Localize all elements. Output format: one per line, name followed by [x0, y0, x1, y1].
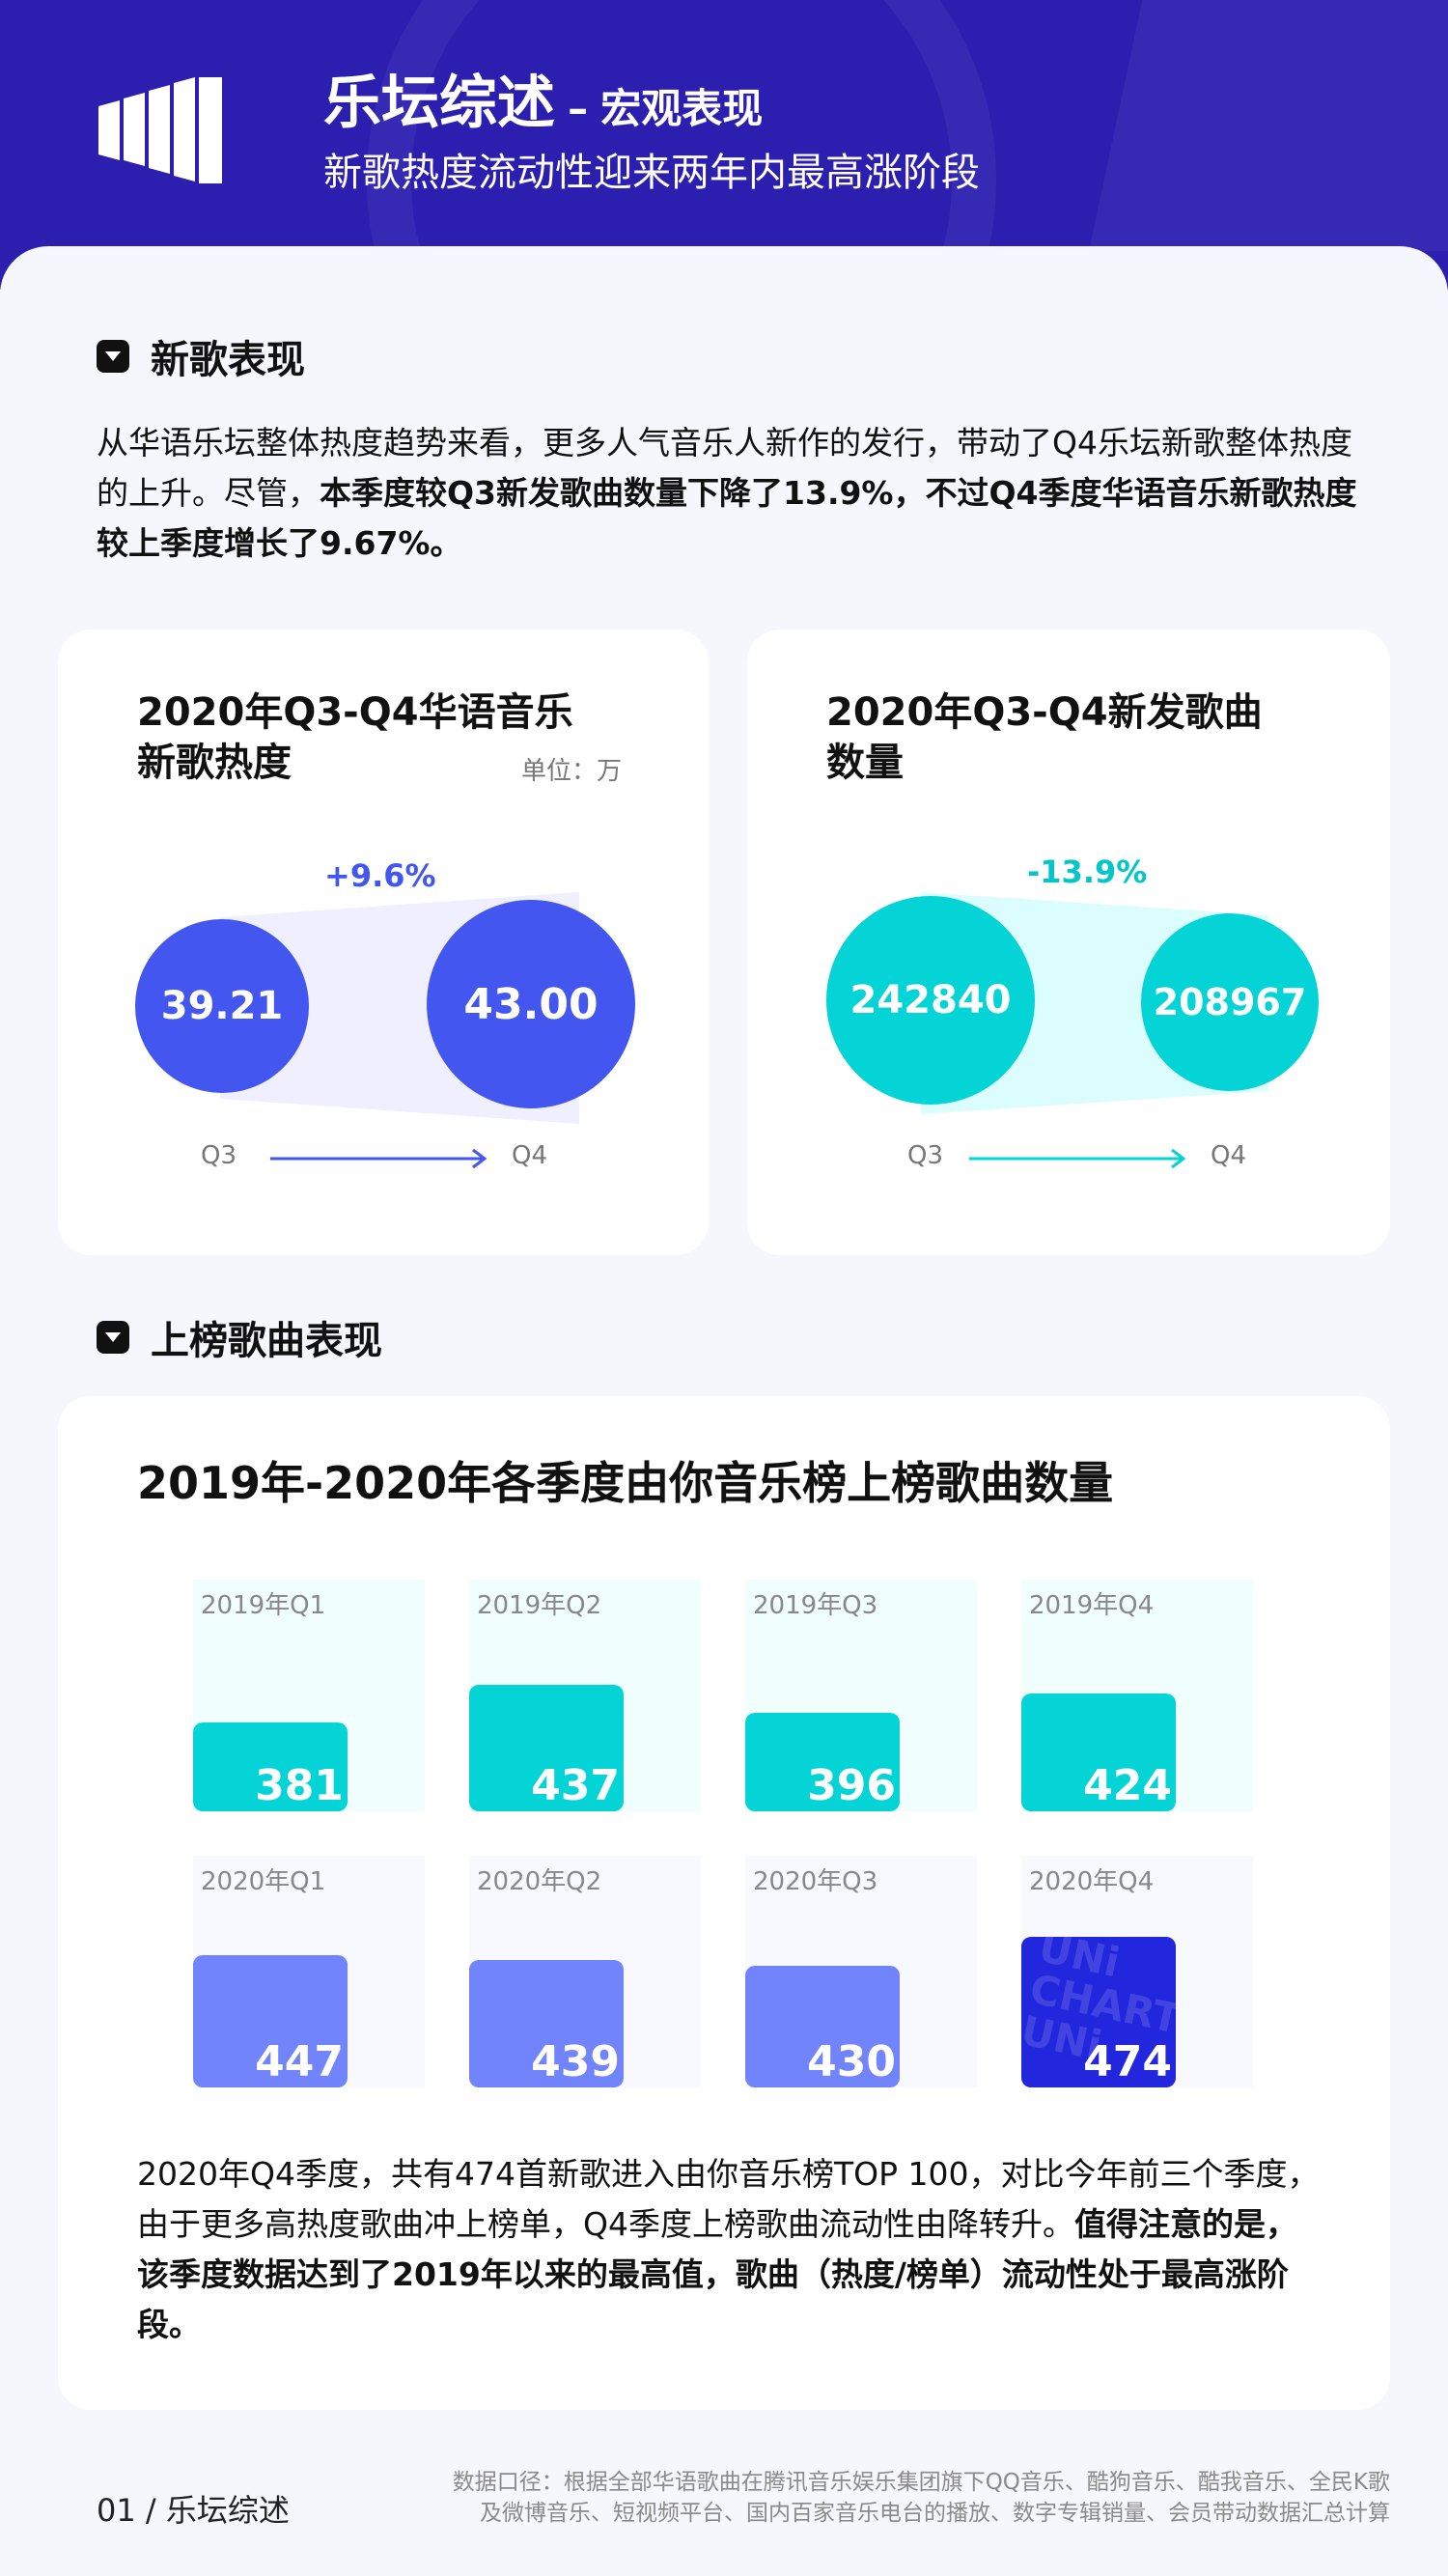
section-heading-label: 上榜歌曲表现: [151, 1319, 382, 1363]
chart-category-label: 2019年Q1: [201, 1591, 326, 1620]
chart-data-label: 396: [807, 1761, 896, 1810]
new-song-heat-title-line1: 2020年Q3-Q4华语音乐: [137, 690, 573, 735]
new-song-heat-title: 2020年Q3-Q4华语音乐 新歌热度: [137, 687, 573, 788]
section2-paragraph: 2020年Q4季度，共有474首新歌进入由你音乐榜TOP 100，对比今年前三个…: [137, 2149, 1323, 2350]
chart-tile: 2020年Q4 UNi CHART UNi 474: [1021, 1856, 1253, 2087]
chart-tile: 2020年Q3 430: [745, 1856, 977, 2087]
unit-label: 单位：万: [521, 757, 623, 786]
chart-bar: 430: [745, 1966, 900, 2087]
new-release-count-card: 2020年Q3-Q4新发歌曲 数量 -13.9% 242840 208967 Q…: [747, 630, 1390, 1255]
new-song-heat-card: 2020年Q3-Q4华语音乐 新歌热度 单位：万 +9.6% 39.21 43.…: [58, 630, 709, 1255]
arrow-right-icon: [270, 1148, 487, 1169]
chart-data-label: 474: [1083, 2037, 1172, 2086]
new-release-count-title-line1: 2020年Q3-Q4新发歌曲: [826, 690, 1263, 735]
section-heading-new-songs: 新歌表现: [97, 328, 305, 384]
new-song-heat-title-line2: 新歌热度: [137, 741, 292, 785]
section-heading-chart-songs: 上榜歌曲表现: [97, 1309, 382, 1365]
chart-title: 2019年-2020年各季度由你音乐榜上榜歌曲数量: [137, 1457, 1114, 1509]
chart-bar: UNi CHART UNi 474: [1021, 1937, 1176, 2087]
section1-paragraph: 从华语乐坛整体热度趋势来看，更多人气音乐人新作的发行，带动了Q4乐坛新歌整体热度…: [97, 418, 1361, 569]
chart-bar: 424: [1021, 1694, 1176, 1811]
header-decoration-band: [1089, 0, 1448, 251]
count-q4-label: Q4: [1211, 1141, 1247, 1170]
page-title: 乐坛综述 – 宏观表现: [323, 56, 763, 140]
chart-bar: 381: [193, 1722, 348, 1811]
chart-category-label: 2019年Q3: [753, 1591, 878, 1620]
chart-data-label: 439: [531, 2037, 620, 2086]
page-title-sub: 宏观表现: [600, 85, 764, 132]
page-header: 乐坛综述 – 宏观表现 新歌热度流动性迎来两年内最高涨阶段: [0, 0, 1448, 290]
section2-paragraph-bold: 值得注意的是，该季度数据达到了2019年以来的最高值，歌曲（热度/榜单）流动性处…: [137, 2205, 1297, 2343]
new-release-count-title: 2020年Q3-Q4新发歌曲 数量: [826, 687, 1263, 788]
heat-change-percent: +9.6%: [324, 857, 436, 894]
chart-data-label: 381: [255, 1761, 344, 1810]
chart-data-label: 437: [531, 1761, 620, 1810]
uni-chart-logo-icon: [98, 77, 222, 183]
chart-tile: 2019年Q3 396: [745, 1580, 977, 1811]
chart-bar: 396: [745, 1713, 900, 1811]
chart-tile: 2019年Q1 381: [193, 1580, 425, 1811]
caret-down-icon: [97, 340, 129, 373]
section1-paragraph-bold: 本季度较Q3新发歌曲数量下降了13.9%，不过Q4季度华语音乐新歌热度较上季度增…: [97, 474, 1357, 562]
heat-q4-circle: 43.00: [427, 900, 635, 1108]
data-source-note-line2: 及微博音乐、短视频平台、国内百家音乐电台的播放、数字专辑销量、会员带动数据汇总计…: [480, 2501, 1390, 2526]
chart-bar: 447: [193, 1955, 348, 2087]
chart-tile: 2020年Q1 447: [193, 1856, 425, 2087]
chart-tile: 2019年Q2 437: [469, 1580, 701, 1811]
heat-q3-circle: 39.21: [135, 919, 309, 1093]
chart-bar: 437: [469, 1685, 624, 1811]
page-number-label: 01 / 乐坛综述: [97, 2492, 290, 2529]
chart-category-label: 2019年Q4: [1029, 1591, 1155, 1620]
data-source-note: 数据口径：根据全部华语歌曲在腾讯音乐娱乐集团旗下QQ音乐、酷狗音乐、酷我音乐、全…: [453, 2467, 1390, 2529]
page-title-separator: –: [568, 85, 589, 132]
chart-tile: 2019年Q4 424: [1021, 1580, 1253, 1811]
heat-q3-label: Q3: [201, 1141, 237, 1170]
chart-data-label: 430: [807, 2037, 896, 2086]
chart-category-label: 2020年Q3: [753, 1867, 878, 1896]
chart-category-label: 2019年Q2: [477, 1591, 602, 1620]
count-q3-circle: 242840: [826, 896, 1035, 1105]
page-subtitle: 新歌热度流动性迎来两年内最高涨阶段: [323, 151, 980, 195]
chart-category-label: 2020年Q2: [477, 1867, 602, 1896]
new-release-count-title-line2: 数量: [826, 741, 904, 785]
chart-category-label: 2020年Q1: [201, 1867, 326, 1896]
caret-down-icon: [97, 1321, 129, 1354]
chart-category-label: 2020年Q4: [1029, 1867, 1155, 1896]
arrow-right-icon: [969, 1148, 1186, 1169]
section1-paragraph-normal: 从华语乐坛整体热度趋势来看，更多人气音乐人新作的发行，带动了Q4乐坛新歌整体热度…: [97, 424, 1352, 512]
chart-tile: 2020年Q2 439: [469, 1856, 701, 2087]
count-q4-circle: 208967: [1141, 913, 1319, 1091]
heat-q4-label: Q4: [512, 1141, 548, 1170]
count-q3-label: Q3: [907, 1141, 944, 1170]
count-change-percent: -13.9%: [1027, 854, 1148, 890]
section2-paragraph-normal: 2020年Q4季度，共有474首新歌进入由你音乐榜TOP 100，对比今年前三个…: [137, 2155, 1320, 2243]
chart-data-label: 447: [255, 2037, 344, 2086]
chart-bar: 439: [469, 1960, 624, 2087]
section-heading-label: 新歌表现: [151, 338, 305, 382]
page-title-main: 乐坛综述: [323, 70, 555, 137]
chart-data-label: 424: [1083, 1761, 1172, 1810]
data-source-note-line1: 数据口径：根据全部华语歌曲在腾讯音乐娱乐集团旗下QQ音乐、酷狗音乐、酷我音乐、全…: [452, 2470, 1390, 2495]
